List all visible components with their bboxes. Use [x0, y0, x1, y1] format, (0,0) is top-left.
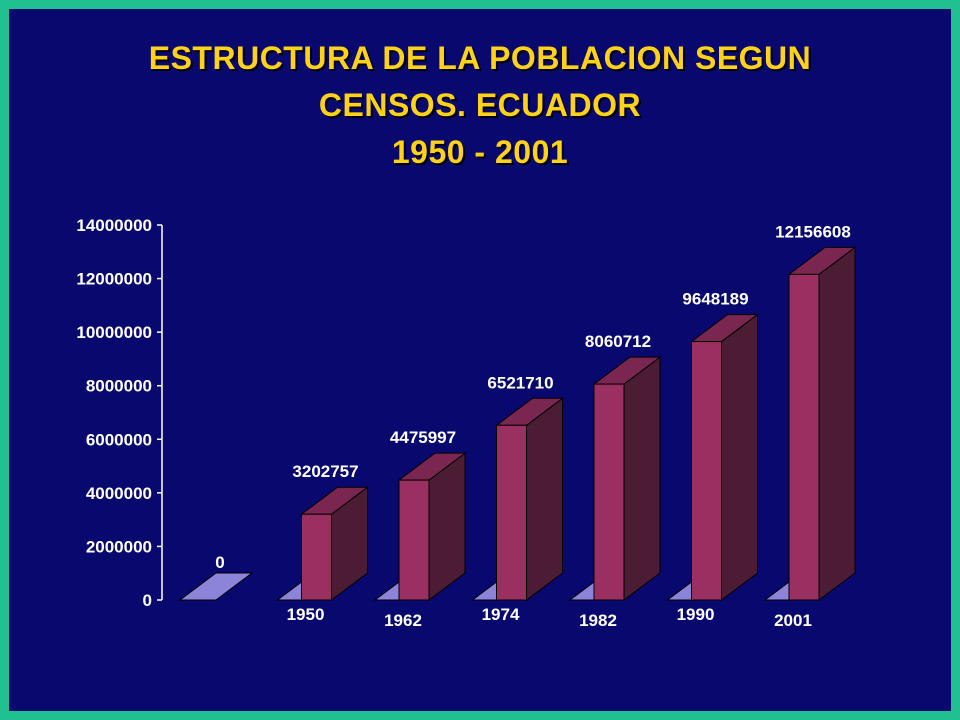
bar	[788, 273, 820, 601]
bar	[398, 479, 430, 601]
x-tick-label: 1990	[677, 605, 715, 624]
x-tick-label: 1950	[287, 605, 325, 624]
y-tick-label: 0	[143, 591, 152, 610]
data-label: 3202757	[292, 462, 358, 481]
y-tick-label: 12000000	[76, 270, 152, 289]
bar	[593, 383, 625, 601]
bar-side	[526, 397, 563, 601]
x-tick-label: 2001	[774, 611, 812, 630]
bar-side	[818, 246, 856, 601]
bar	[691, 341, 722, 601]
y-tick-label: 4000000	[86, 484, 152, 503]
y-tick-label: 6000000	[86, 430, 152, 449]
x-tick-label: 1962	[384, 611, 422, 630]
data-label: 6521710	[487, 373, 553, 392]
x-tick-label: 1974	[482, 605, 520, 624]
y-tick-label: 2000000	[86, 537, 152, 556]
data-label: 9648189	[682, 290, 748, 309]
y-tick-label: 14000000	[76, 216, 152, 235]
title-line-2: CENSOS. ECUADOR	[318, 87, 642, 123]
chart-title: ESTRUCTURA DE LA POBLACION SEGUN CENSOS.…	[9, 35, 951, 176]
y-tick-label: 10000000	[76, 323, 152, 342]
data-label: 0	[215, 553, 224, 572]
floor-tile	[178, 572, 254, 601]
x-tick-label: 1982	[579, 611, 617, 630]
y-tick-label: 8000000	[86, 377, 152, 396]
bar-side	[623, 356, 661, 601]
bar-side	[721, 313, 758, 601]
title-line-1: ESTRUCTURA DE LA POBLACION SEGUN	[148, 40, 812, 76]
data-label: 8060712	[585, 332, 651, 351]
bar	[301, 513, 332, 601]
bar	[496, 424, 527, 601]
title-line-3: 1950 - 2001	[391, 134, 569, 170]
data-label: 4475997	[390, 428, 456, 447]
data-label: 12156608	[775, 222, 851, 241]
